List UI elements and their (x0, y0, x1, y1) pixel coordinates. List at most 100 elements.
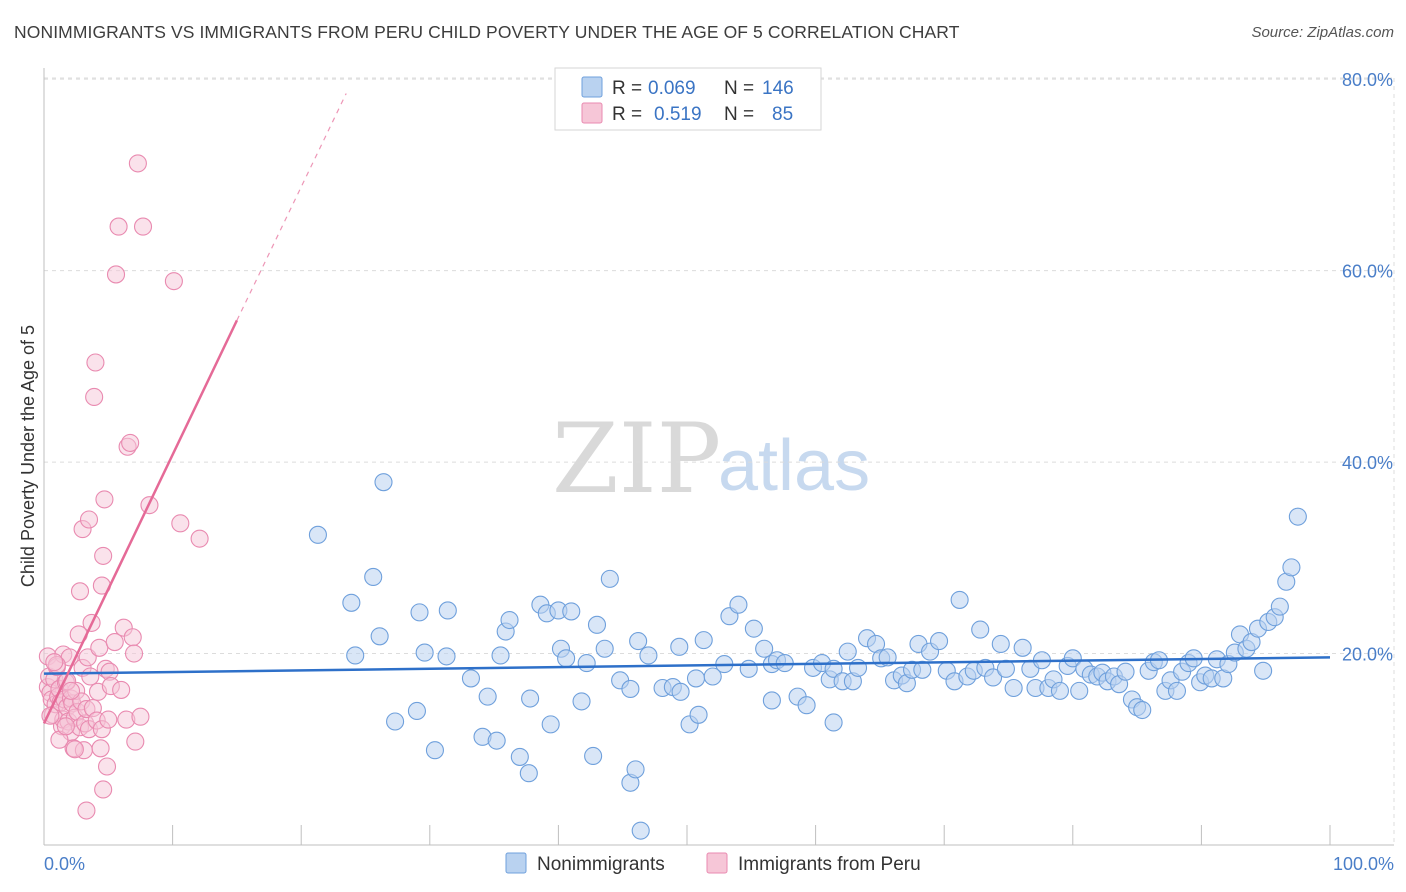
nonimmigrants-point (438, 601, 457, 620)
nonimmigrants-point (1070, 681, 1089, 700)
bottom-legend-label-nonimmigrants: Nonimmigrants (537, 854, 665, 875)
nonimmigrants-point (878, 648, 897, 667)
y-tick-label-0: 20.0% (1342, 645, 1393, 665)
legend-swatch-peru (581, 102, 603, 124)
nonimmigrants-point (996, 659, 1015, 678)
peru-point (109, 217, 128, 236)
peru-point (61, 681, 81, 700)
nonimmigrants-point (308, 525, 327, 544)
peru-point (105, 632, 124, 652)
legend-swatch-nonimmigrants (581, 76, 603, 98)
nonimmigrants-point (1167, 681, 1187, 700)
bottom-legend-swatch-peru (706, 852, 728, 874)
nonimmigrants-point (562, 602, 581, 621)
nonimmigrants-point (631, 821, 650, 840)
legend-r-label-1: R = (612, 104, 642, 125)
peru-point (97, 757, 117, 776)
nonimmigrants-point (626, 760, 645, 779)
peru-point (124, 644, 144, 663)
peru-point (99, 710, 118, 729)
x-tick-label-0: 0.0% (44, 854, 85, 874)
x-tick-label-1: 100.0% (1333, 854, 1394, 874)
axes (43, 68, 1394, 846)
nonimmigrants-point (577, 654, 596, 673)
peru-point (121, 433, 140, 452)
peru-point (81, 667, 100, 686)
nonimmigrants-point (991, 634, 1010, 654)
y-tick-label-2: 60.0% (1342, 262, 1393, 282)
nonimmigrants-point (595, 639, 614, 658)
peru-point (133, 217, 153, 236)
nonimmigrants-point (838, 642, 857, 661)
peru-point (95, 490, 114, 509)
nonimmigrants-point (407, 701, 426, 721)
peru-point (90, 638, 109, 657)
peru-point (164, 272, 183, 291)
watermark-zip: ZIP (552, 403, 721, 515)
peru-point (123, 628, 142, 647)
nonimmigrants-point (689, 705, 708, 724)
peru-point (70, 582, 90, 601)
nonimmigrants-point (342, 593, 361, 612)
nonimmigrants-point (478, 687, 497, 706)
y-tick-labels: 20.0% 40.0% 60.0% 80.0% (1342, 70, 1393, 664)
y-tick-label-3: 80.0% (1342, 70, 1393, 90)
nonimmigrants-point (1270, 597, 1289, 616)
peru-point (56, 717, 75, 736)
nonimmigrants-point (930, 632, 949, 651)
nonimmigrants-point (1133, 700, 1152, 720)
bottom-legend-label-peru: Immigrants from Peru (738, 854, 921, 875)
peru-point (106, 265, 126, 284)
nonimmigrants-point (639, 646, 658, 665)
nonimmigrants-point (364, 567, 383, 587)
peru-trend-line (42, 319, 239, 724)
nonimmigrants-point (370, 627, 389, 646)
nonimmigrants-point (415, 643, 434, 662)
peru-point (85, 387, 104, 407)
nonimmigrants-point (425, 741, 444, 760)
nonimmigrants-point (572, 692, 591, 711)
nonimmigrants-point (686, 669, 706, 688)
peru-point (78, 648, 97, 667)
legend-n-value-1: 85 (772, 104, 793, 125)
nonimmigrants-point (703, 667, 722, 686)
peru-point (94, 780, 113, 799)
nonimmigrants-point (1254, 661, 1273, 680)
chart-title: NONIMMIGRANTS VS IMMIGRANTS FROM PERU CH… (14, 22, 960, 42)
nonimmigrants-point (1288, 507, 1307, 526)
bottom-legend-swatch-nonimmigrants (505, 852, 527, 874)
nonimmigrants-point (541, 715, 560, 734)
legend-r-value-0: 0.069 (648, 78, 696, 99)
nonimmigrants-point (587, 615, 607, 634)
nonimmigrants-point (762, 691, 781, 710)
y-tick-label-1: 40.0% (1342, 453, 1393, 473)
nonimmigrants-point (374, 473, 393, 492)
peru-points (38, 154, 209, 820)
peru-point (91, 739, 110, 758)
nonimmigrants-point (670, 637, 689, 656)
nonimmigrants-point (557, 649, 576, 668)
legend-n-value-0: 146 (762, 78, 794, 99)
peru-point (65, 740, 84, 759)
nonimmigrants-point (1050, 681, 1069, 700)
nonimmigrants-point (1063, 649, 1082, 668)
trend-lines (42, 93, 1331, 724)
peru-point (126, 732, 145, 751)
peru-point (128, 154, 147, 173)
nonimmigrants-point (1116, 662, 1135, 681)
nonimmigrants-point (487, 731, 506, 750)
nonimmigrants-point (461, 669, 481, 688)
nonimmigrants-point (386, 712, 405, 731)
peru-point (45, 653, 64, 672)
nonimmigrants-point (824, 713, 843, 732)
nonimmigrants-point (1282, 558, 1301, 577)
nonimmigrants-point (600, 569, 619, 588)
peru-point (94, 546, 113, 565)
legend-r-label-0: R = (612, 78, 642, 99)
legend-r-value-1: 0.519 (654, 104, 702, 125)
nonimmigrants-point (437, 647, 456, 666)
nonimmigrants-points (308, 473, 1307, 840)
x-tick-labels: 0.0% 100.0% (44, 854, 1394, 874)
peru-point (86, 353, 105, 372)
